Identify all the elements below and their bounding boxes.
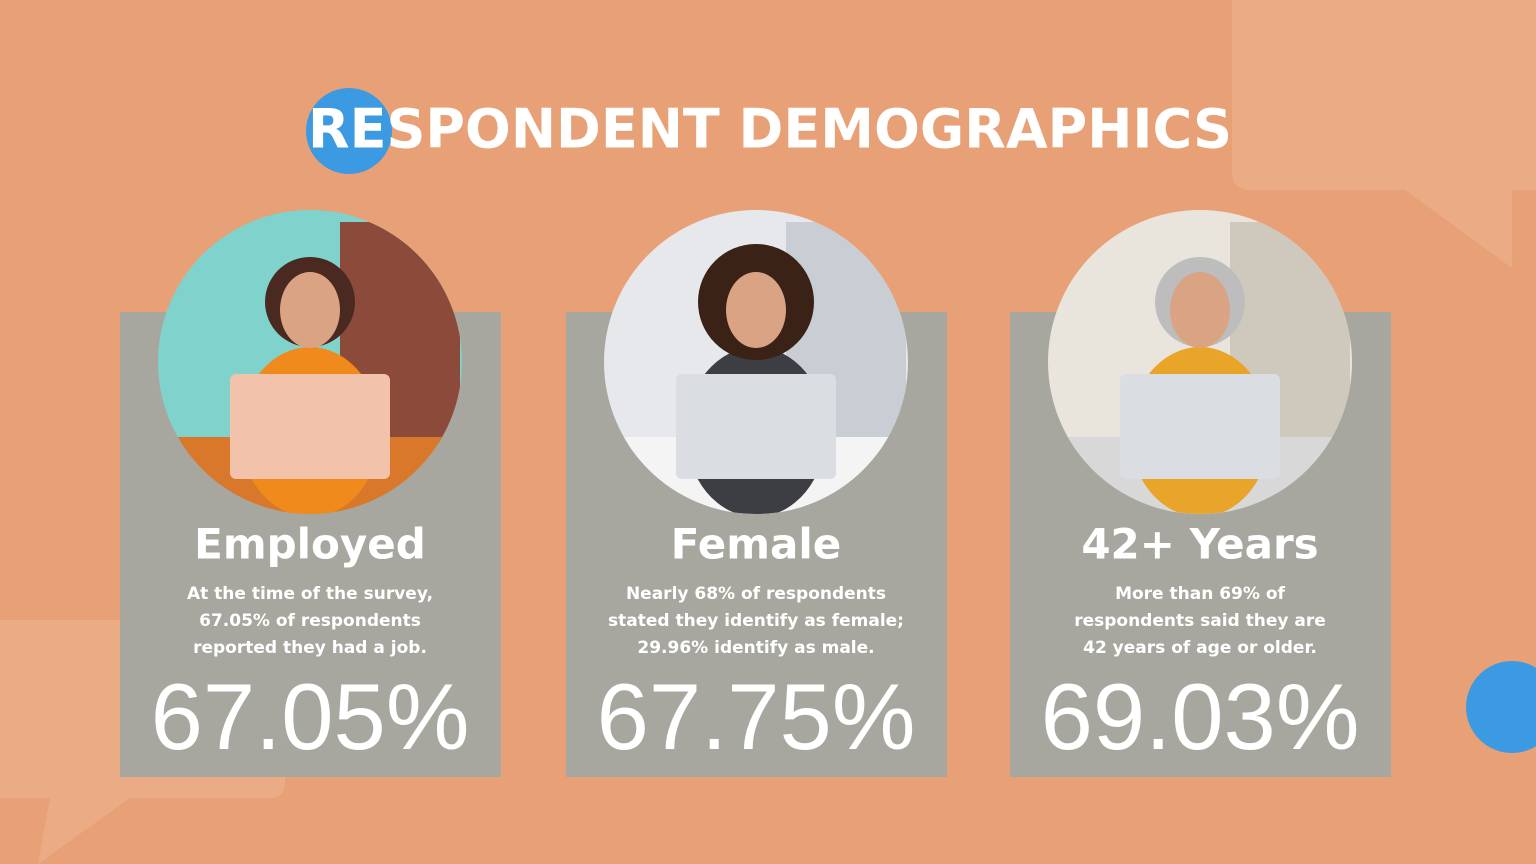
- card: 42+ Years More than 69% of respondents sai…: [1010, 210, 1391, 777]
- photo-face: [1170, 272, 1230, 348]
- title: RESPONDENT DEMOGRAPHICS: [308, 98, 1232, 161]
- photo-face: [280, 272, 340, 348]
- card-heading: 42+ Years: [1081, 520, 1318, 569]
- card-description: More than 69% of: [1115, 584, 1285, 604]
- photo-laptop: [230, 374, 390, 479]
- card: Employed At the time of the survey, 67.05%…: [120, 210, 501, 777]
- card-description: 42 years of age or older.: [1083, 638, 1317, 658]
- photo: [604, 210, 908, 514]
- photo: [158, 210, 462, 514]
- card-description: Nearly 68% of respondents: [626, 584, 886, 604]
- card-description: 67.05% of respondents: [199, 611, 421, 631]
- card-heading: Employed: [194, 520, 426, 569]
- card-description: 29.96% identify as male.: [637, 638, 874, 658]
- title-accent: [306, 88, 392, 174]
- photo-laptop: [1120, 374, 1280, 479]
- card-heading: Female: [671, 520, 841, 569]
- card: Female Nearly 68% of respondents stated th…: [566, 210, 947, 777]
- speech-bubble: [1232, 0, 1536, 268]
- card-stat: 67.05%: [151, 664, 470, 769]
- card-description: At the time of the survey,: [187, 584, 433, 604]
- photo-face: [726, 272, 786, 348]
- card-stat: 67.75%: [597, 664, 916, 769]
- card-stat: 69.03%: [1041, 664, 1360, 769]
- decor-circle: [1466, 661, 1536, 753]
- photo-laptop: [676, 374, 836, 479]
- card-description: respondents said they are: [1074, 611, 1326, 631]
- card-description: stated they identify as female;: [608, 611, 904, 631]
- card-description: reported they had a job.: [193, 638, 427, 658]
- cards: Employed At the time of the survey, 67.05%…: [120, 210, 1391, 777]
